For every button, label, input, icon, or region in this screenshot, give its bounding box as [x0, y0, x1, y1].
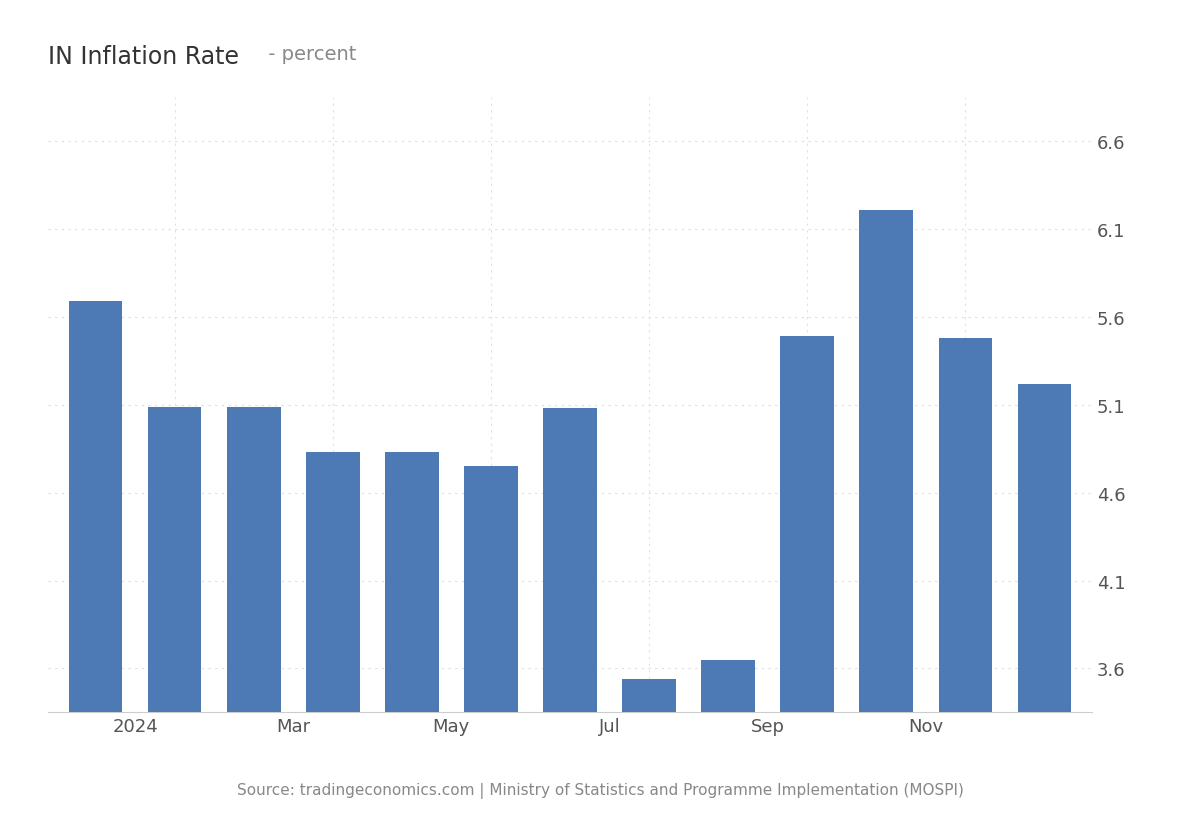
Bar — [68, 302, 122, 819]
Text: Source: tradingeconomics.com | Ministry of Statistics and Programme Implementati: Source: tradingeconomics.com | Ministry … — [236, 782, 964, 799]
Bar — [701, 660, 755, 819]
Bar — [859, 210, 913, 819]
Bar — [464, 467, 518, 819]
Text: IN Inflation Rate: IN Inflation Rate — [48, 45, 239, 69]
Bar — [385, 453, 439, 819]
Bar — [227, 407, 281, 819]
Bar — [544, 409, 596, 819]
Bar — [938, 339, 992, 819]
Bar — [780, 337, 834, 819]
Bar — [623, 679, 676, 819]
Bar — [1018, 384, 1072, 819]
Text: - percent: - percent — [263, 45, 356, 64]
Bar — [148, 407, 202, 819]
Bar — [306, 453, 360, 819]
